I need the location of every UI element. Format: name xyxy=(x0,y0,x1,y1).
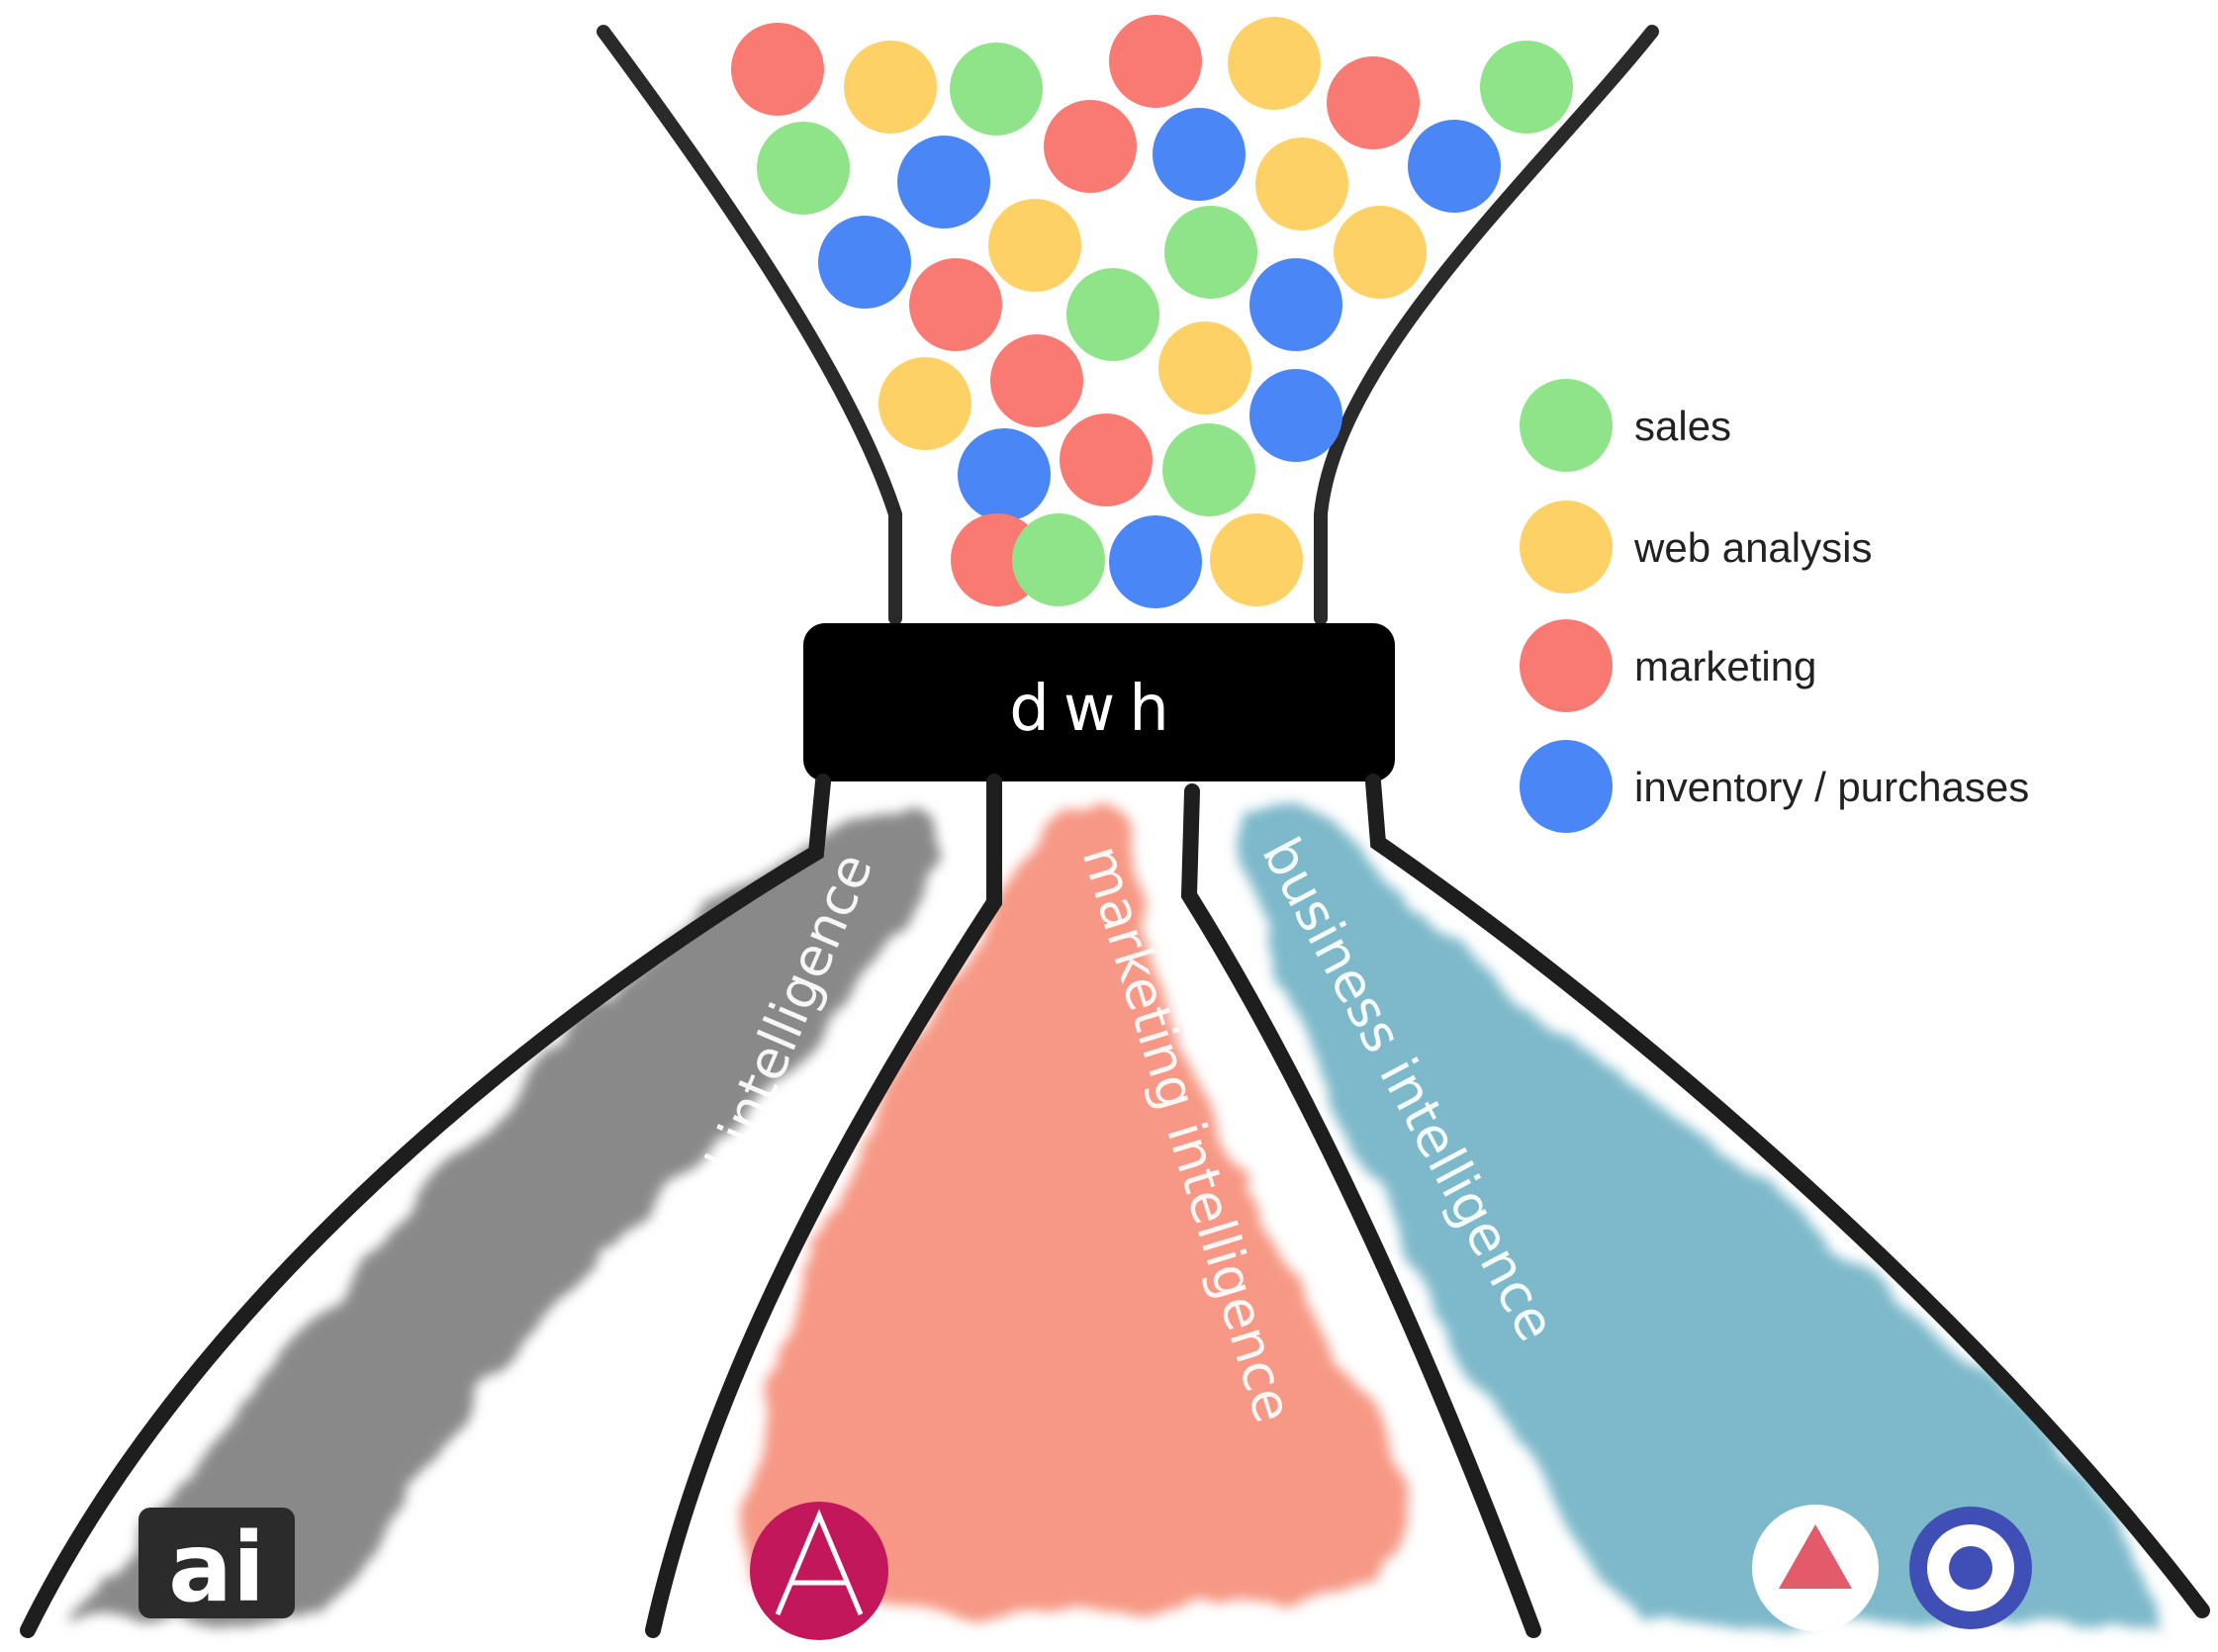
stream-blotch xyxy=(748,805,1411,1614)
funnel-ball-red xyxy=(731,23,824,116)
legend-swatch xyxy=(1520,501,1613,594)
legend-swatch xyxy=(1520,619,1613,712)
funnel-ball-blue xyxy=(1249,258,1342,351)
funnel-ball-yellow xyxy=(1210,513,1303,606)
funnel-ball-red xyxy=(1327,56,1420,149)
funnel-ball-green xyxy=(1012,513,1105,606)
funnel-ball-blue xyxy=(818,216,911,309)
funnel-ball-red xyxy=(1109,15,1202,108)
funnel-ball-yellow xyxy=(1228,17,1321,110)
triangle-logo-icon xyxy=(1752,1505,1879,1631)
funnel-ball-yellow xyxy=(1334,206,1427,299)
funnel-ball-yellow xyxy=(844,41,937,134)
ai-logo-text: ai xyxy=(168,1513,265,1623)
funnel-ball-blue xyxy=(1249,369,1342,462)
funnel-ball-green xyxy=(1480,41,1573,134)
funnel-ball-blue xyxy=(1109,515,1202,608)
ai-logo-icon: ai xyxy=(139,1508,295,1623)
output-channel-lines xyxy=(20,774,2210,1638)
target-logo-icon xyxy=(1909,1507,2032,1629)
funnel-ball-green xyxy=(1164,206,1257,299)
legend-label: inventory / purchases xyxy=(1634,764,2029,810)
funnel-left-wall xyxy=(597,25,902,625)
output-streams xyxy=(79,803,2157,1622)
dwh-block xyxy=(803,623,1395,781)
funnel-ball-blue xyxy=(958,428,1051,521)
legend-label: web analysis xyxy=(1633,524,1872,571)
channel-line-outer-right xyxy=(1365,774,2210,1618)
funnel-ball-blue xyxy=(1408,120,1501,213)
legend-swatch xyxy=(1520,740,1613,833)
channel-line-inner-left xyxy=(645,774,1002,1638)
legend: sales web analysis marketing inventory / pu… xyxy=(1520,379,2029,833)
funnel-ball-yellow xyxy=(878,357,971,450)
funnel-right-wall xyxy=(1314,25,1659,625)
a-circle-logo-icon xyxy=(750,1502,888,1640)
funnel-ball-green xyxy=(950,43,1043,136)
funnel-ball-yellow xyxy=(1255,138,1348,230)
funnel-ball-green xyxy=(757,122,850,215)
funnel-ball-red xyxy=(1060,413,1153,506)
channel-line-outer-left xyxy=(20,774,831,1638)
stream-blotch xyxy=(79,807,940,1622)
funnel-ball-blue xyxy=(1153,108,1246,201)
dwh-label: dwh xyxy=(1009,673,1183,746)
funnel-ball-red xyxy=(990,334,1083,427)
funnel-ball-red xyxy=(1044,100,1137,193)
funnel-ball-blue xyxy=(897,136,990,229)
funnel-ball-red xyxy=(909,258,1002,351)
channel-line-inner-right xyxy=(1180,783,1541,1638)
funnel-ball-yellow xyxy=(1158,321,1251,414)
funnel-ball-yellow xyxy=(988,199,1081,292)
legend-label: sales xyxy=(1634,403,1731,449)
legend-label: marketing xyxy=(1634,643,1816,689)
stream-blotch xyxy=(1242,803,2157,1622)
funnel-ball-green xyxy=(1066,268,1159,361)
funnel-ball-green xyxy=(1162,423,1255,516)
data-source-balls xyxy=(731,15,1573,608)
legend-swatch xyxy=(1520,379,1613,472)
